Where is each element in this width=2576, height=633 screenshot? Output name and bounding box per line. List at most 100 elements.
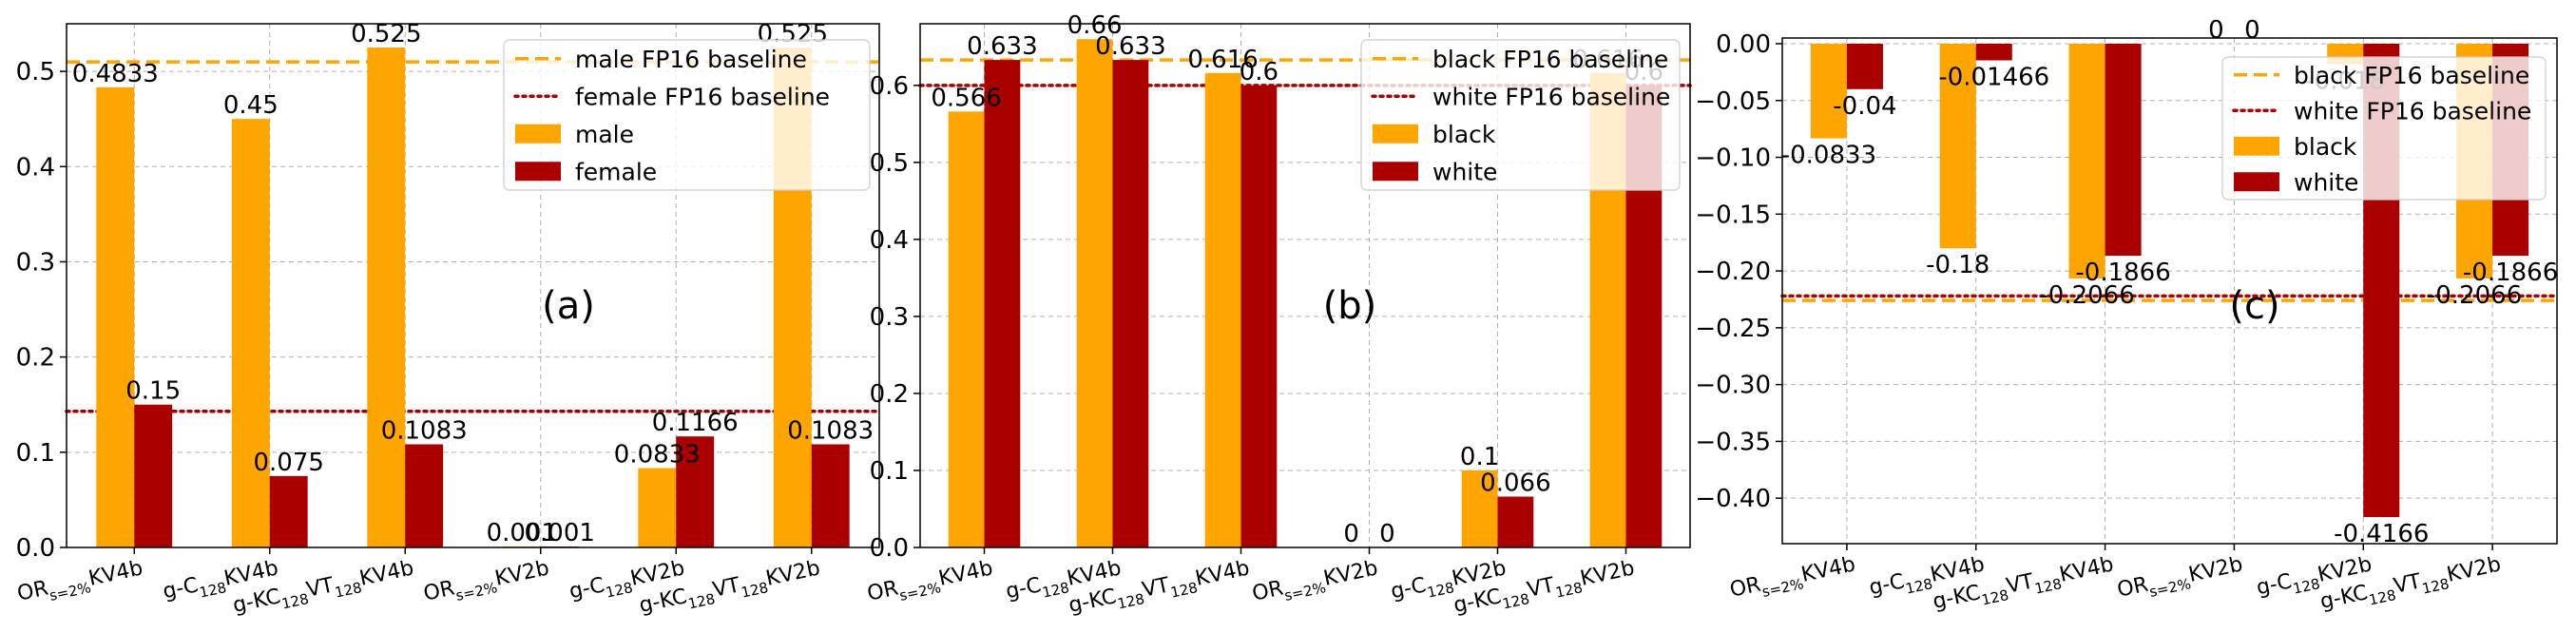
- data-label: 0.1083: [381, 417, 468, 446]
- legend-patch: [2234, 136, 2279, 156]
- data-label: -0.1866: [2463, 259, 2558, 287]
- data-label: 0.4833: [72, 60, 159, 88]
- data-label: 0: [1343, 520, 1359, 548]
- x-tick-label: ORs=2%KV4b: [15, 556, 146, 610]
- y-tick-label: −0.10: [1695, 144, 1771, 173]
- data-label: -0.01466: [1938, 64, 2049, 92]
- legend-label: black: [1432, 121, 1496, 148]
- bar-black: [948, 111, 985, 547]
- y-tick-label: −0.20: [1695, 258, 1771, 286]
- legend-patch: [515, 162, 561, 182]
- y-tick-label: 0.3: [870, 303, 909, 332]
- legend-patch: [1373, 124, 1418, 144]
- data-label: -0.04: [1833, 92, 1896, 121]
- bar-male: [638, 468, 677, 547]
- bar-male: [231, 119, 270, 547]
- bar-male: [96, 86, 135, 547]
- bar-black: [1204, 72, 1241, 547]
- plot-frame: [919, 23, 1691, 548]
- x-tick-label: ORs=2%KV2b: [421, 556, 552, 610]
- y-tick-label: 0.6: [870, 72, 909, 101]
- y-tick-label: 0.4: [16, 153, 55, 182]
- bar-male: [367, 48, 406, 547]
- x-tick-label: g-KC128VT128KV4b: [1931, 552, 2117, 619]
- data-label: 0: [2208, 16, 2224, 45]
- data-label: 0.66: [1067, 11, 1123, 40]
- data-label: 0.45: [223, 91, 279, 120]
- legend: male FP16 baseline female FP16 baseline ma…: [503, 39, 871, 191]
- bar-white: [984, 60, 1021, 548]
- x-tick-label: ORs=2%KV4b: [1728, 552, 1859, 606]
- x-tick-label: ORs=2%KV2b: [2115, 552, 2246, 606]
- chart-panel-2: 0.5660.660.61600.10.6160.6330.6330.600.0…: [865, 11, 1692, 618]
- plot-frame: [1781, 37, 2558, 545]
- legend-patch: [515, 124, 561, 144]
- x-tick-label: ORs=2%KV2b: [1250, 556, 1381, 610]
- legend-label: white: [2294, 168, 2358, 196]
- data-label: 0.1: [1460, 443, 1499, 471]
- data-label: 0.525: [351, 20, 421, 48]
- bar-female: [269, 475, 308, 547]
- y-tick-label: −0.05: [1695, 87, 1771, 116]
- bar-white: [1112, 60, 1149, 548]
- y-tick-label: −0.25: [1695, 315, 1771, 343]
- legend-label: male: [575, 121, 634, 148]
- y-tick-label: −0.15: [1695, 201, 1771, 229]
- bar-female: [405, 444, 444, 547]
- legend-patch: [2234, 172, 2279, 192]
- grid: [1782, 38, 2557, 544]
- y-tick-label: −0.40: [1695, 485, 1771, 513]
- legend-label: female FP16 baseline: [575, 83, 830, 110]
- panel-label: (b): [1323, 284, 1377, 328]
- data-label: 0.1166: [652, 409, 739, 437]
- legend-label: black FP16 baseline: [2294, 62, 2529, 89]
- legend-label: black FP16 baseline: [1432, 46, 1668, 73]
- panel-label: (a): [542, 284, 595, 328]
- panel-label: (c): [2229, 284, 2279, 328]
- data-label: -0.2066: [2039, 281, 2134, 310]
- legend-box: [1360, 39, 1681, 191]
- y-tick-label: 0.0: [870, 534, 909, 563]
- y-tick-label: −0.30: [1695, 372, 1771, 400]
- bar-female: [134, 404, 173, 547]
- data-label: 0: [1379, 520, 1395, 548]
- legend-box: [2221, 56, 2547, 201]
- bar-female: [811, 444, 850, 547]
- x-tick-label: ORs=2%KV4b: [865, 556, 996, 610]
- bar-female: [676, 436, 715, 547]
- y-tick-label: 0.0: [16, 534, 55, 563]
- bar-black: [1810, 43, 1847, 139]
- legend: black FP16 baseline white FP16 baseline bl…: [1360, 39, 1681, 191]
- data-label: 0.075: [253, 449, 323, 477]
- y-tick-label: 0.2: [16, 344, 55, 373]
- bar-white: [1846, 43, 1883, 89]
- data-label: 0.15: [125, 377, 181, 406]
- y-tick-label: 0.5: [870, 149, 909, 178]
- data-label: 0.066: [1480, 470, 1550, 498]
- bar-black: [1461, 470, 1498, 547]
- plot-frame: [66, 23, 880, 548]
- legend: black FP16 baseline white FP16 baseline bl…: [2221, 56, 2547, 201]
- chart-panel-3: -0.0833-0.18-0.20660-0.018-0.2066-0.04-0…: [1695, 16, 2559, 619]
- y-tick-label: 0.5: [16, 58, 55, 86]
- data-label: 0.633: [967, 32, 1037, 61]
- data-label: 0.633: [1095, 32, 1165, 61]
- legend-label: black: [2294, 133, 2357, 161]
- data-label: 0.566: [931, 84, 1001, 112]
- bar-black: [2068, 43, 2105, 278]
- chart-panel-1: 0.48330.450.5250.0010.08330.5250.150.075…: [15, 20, 881, 618]
- bar-black: [1076, 39, 1113, 548]
- data-label: 0.6: [1240, 58, 1278, 86]
- legend-label: white: [1432, 158, 1497, 185]
- y-tick-label: 0.4: [870, 226, 909, 255]
- legend-box: [503, 39, 871, 191]
- y-tick-label: 0.00: [1716, 30, 1771, 59]
- y-tick-label: −0.35: [1695, 428, 1771, 456]
- legend-label: female: [575, 158, 657, 185]
- legend-label: white FP16 baseline: [2294, 97, 2531, 125]
- y-tick-label: 0.1: [870, 457, 909, 486]
- legend-patch: [1373, 162, 1418, 182]
- bar-black: [1939, 43, 1976, 249]
- data-label: 0.0833: [614, 441, 701, 470]
